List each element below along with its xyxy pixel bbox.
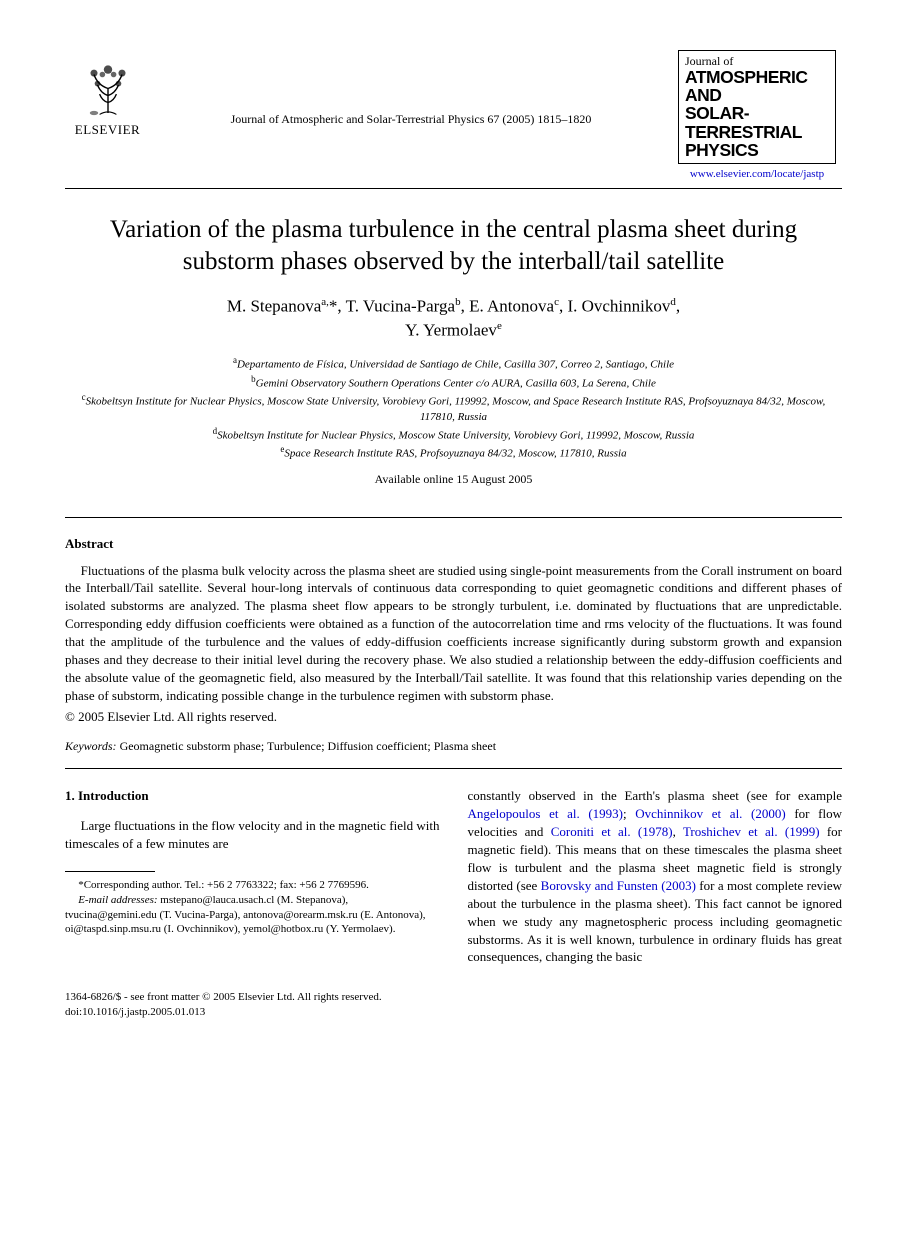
page-footer: 1364-6826/$ - see front matter © 2005 El…: [65, 990, 842, 1019]
journal-title-3: PHYSICS: [685, 141, 829, 159]
journal-of-label: Journal of: [685, 55, 829, 68]
journal-block: Journal of ATMOSPHERIC AND SOLAR-TERREST…: [672, 50, 842, 180]
keywords-line: Keywords: Geomagnetic substorm phase; Tu…: [65, 739, 842, 754]
journal-title-1: ATMOSPHERIC AND: [685, 68, 829, 105]
corresponding-author: *Corresponding author. Tel.: +56 2 77633…: [65, 878, 440, 893]
publisher-block: ELSEVIER: [65, 50, 150, 138]
cite-troshichev[interactable]: Troshichev et al. (1999): [683, 824, 820, 839]
keywords-label: Keywords:: [65, 739, 117, 753]
right-column: constantly observed in the Earth's plasm…: [468, 787, 843, 966]
intro-right-pre: constantly observed in the Earth's plasm…: [468, 788, 843, 803]
abstract-copyright: © 2005 Elsevier Ltd. All rights reserved…: [65, 709, 842, 725]
header: ELSEVIER Journal of Atmospheric and Sola…: [65, 50, 842, 189]
author-list: M. Stepanovaa,*, T. Vucina-Pargab, E. An…: [65, 295, 842, 342]
available-online: Available online 15 August 2005: [65, 472, 842, 487]
publisher-name: ELSEVIER: [75, 122, 140, 138]
cite-angelopoulos[interactable]: Angelopoulos et al. (1993): [468, 806, 624, 821]
keywords-text: Geomagnetic substorm phase; Turbulence; …: [117, 739, 496, 753]
intro-para-left: Large fluctuations in the flow velocity …: [65, 817, 440, 853]
body-columns: 1. Introduction Large fluctuations in th…: [65, 787, 842, 966]
article-title: Variation of the plasma turbulence in th…: [75, 214, 832, 277]
journal-url-link[interactable]: www.elsevier.com/locate/jastp: [690, 168, 824, 180]
affiliation-e: Space Research Institute RAS, Profsoyuzn…: [284, 448, 626, 460]
divider-top: [65, 517, 842, 518]
abstract-body: Fluctuations of the plasma bulk velocity…: [65, 562, 842, 706]
cite-coroniti[interactable]: Coroniti et al. (1978): [551, 824, 673, 839]
left-column: 1. Introduction Large fluctuations in th…: [65, 787, 440, 966]
affiliation-a: Departamento de Física, Universidad de S…: [237, 359, 674, 371]
affiliations: aDepartamento de Física, Universidad de …: [65, 354, 842, 461]
doi-line: doi:10.1016/j.jastp.2005.01.013: [65, 1005, 842, 1019]
intro-para-right: constantly observed in the Earth's plasm…: [468, 787, 843, 966]
email-label: E-mail addresses:: [78, 894, 157, 906]
journal-title-box: Journal of ATMOSPHERIC AND SOLAR-TERREST…: [678, 50, 836, 164]
affiliation-b: Gemini Observatory Southern Operations C…: [256, 377, 656, 389]
abstract-heading: Abstract: [65, 536, 842, 552]
journal-title-2: SOLAR-TERRESTRIAL: [685, 104, 829, 141]
section-1-heading: 1. Introduction: [65, 787, 440, 805]
footnotes: *Corresponding author. Tel.: +56 2 77633…: [65, 878, 440, 937]
affiliation-c: Skobeltsyn Institute for Nuclear Physics…: [86, 396, 826, 423]
affiliation-d: Skobeltsyn Institute for Nuclear Physics…: [217, 429, 694, 441]
citation-line: Journal of Atmospheric and Solar-Terrest…: [150, 50, 672, 127]
front-matter-line: 1364-6826/$ - see front matter © 2005 El…: [65, 990, 842, 1004]
cite-ovchinnikov[interactable]: Ovchinnikov et al. (2000): [635, 806, 785, 821]
divider-bottom: [65, 768, 842, 769]
cite-borovsky[interactable]: Borovsky and Funsten (2003): [541, 878, 696, 893]
footnote-separator: [65, 871, 155, 872]
email-addresses: E-mail addresses: mstepano@lauca.usach.c…: [65, 893, 440, 938]
page-container: ELSEVIER Journal of Atmospheric and Sola…: [0, 0, 907, 1059]
elsevier-tree-logo: [73, 50, 143, 120]
